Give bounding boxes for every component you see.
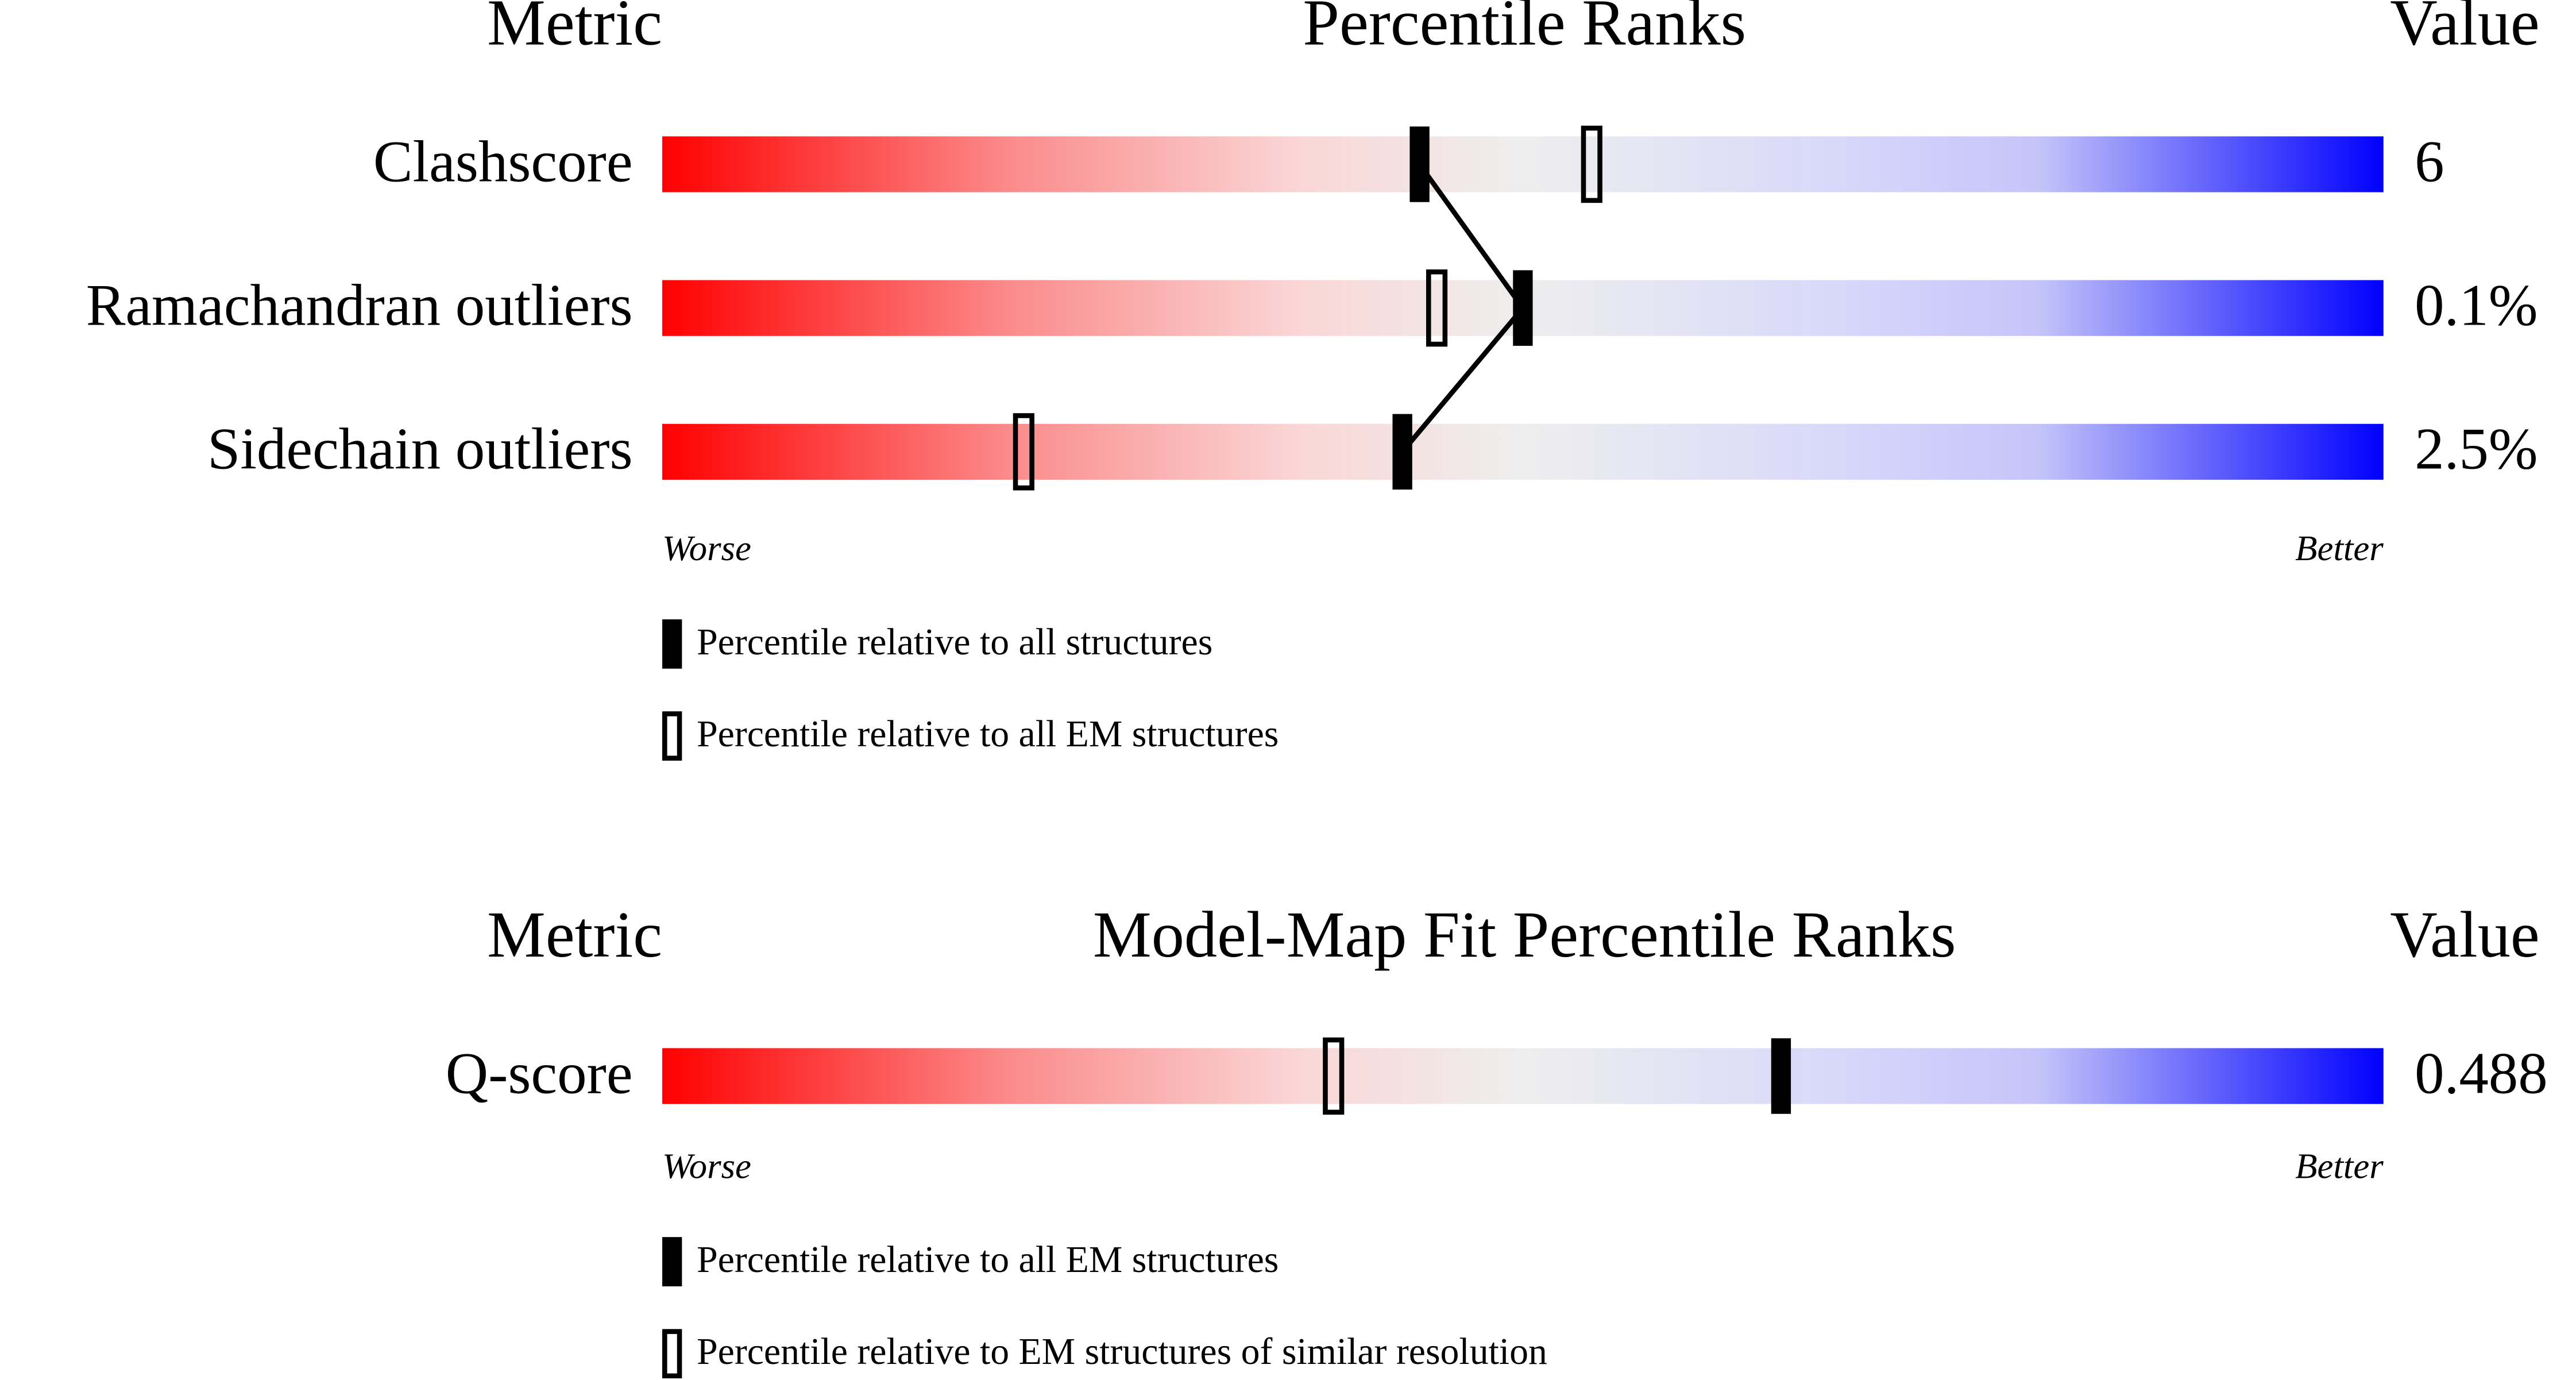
- percentile-marker-open: [1426, 269, 1448, 347]
- legend-label: Percentile relative to all EM structures: [697, 1239, 1279, 1281]
- percentile-marker-open: [1013, 413, 1034, 491]
- better-label: Better: [2295, 528, 2384, 568]
- legend-label: Percentile relative to all structures: [697, 621, 1212, 663]
- legend-label: Percentile relative to all EM structures: [697, 713, 1279, 755]
- percentile-marker-filled: [1409, 126, 1430, 202]
- legend-swatch-filled: [662, 619, 682, 669]
- percentile-marker-filled: [1513, 270, 1533, 346]
- metric-value: 2.5%: [2415, 417, 2538, 482]
- percentile-marker-open: [1323, 1037, 1345, 1115]
- metric-label: Clashscore: [373, 129, 633, 194]
- slider-bar: [662, 136, 2384, 192]
- legend-label: Percentile relative to EM structures of …: [697, 1331, 1547, 1373]
- metric-label: Q-score: [446, 1040, 633, 1106]
- metric-label: Sidechain outliers: [207, 417, 632, 482]
- percentile-marker-open: [1581, 125, 1602, 203]
- better-label: Better: [2295, 1146, 2384, 1186]
- legend-swatch-filled: [662, 1237, 682, 1287]
- metric-value: 0.488: [2415, 1040, 2548, 1106]
- legend-swatch-open: [662, 1329, 682, 1379]
- metric-header: Metric: [487, 0, 662, 59]
- metric-value: 6: [2415, 129, 2444, 194]
- metric-header: Metric: [487, 898, 662, 971]
- metric-label: Ramachandran outliers: [86, 273, 633, 338]
- legend-swatch-open: [662, 711, 682, 761]
- percentile-marker-filled: [1392, 414, 1412, 490]
- value-header: Value: [2390, 898, 2539, 971]
- percentile-marker-filled: [1771, 1038, 1791, 1114]
- worse-label: Worse: [662, 1146, 751, 1186]
- metric-value: 0.1%: [2415, 273, 2538, 338]
- value-header: Value: [2390, 0, 2539, 59]
- slider-bar: [662, 1048, 2384, 1104]
- chart-title: Percentile Ranks: [1303, 0, 1746, 59]
- chart-title: Model-Map Fit Percentile Ranks: [1093, 898, 1956, 971]
- worse-label: Worse: [662, 528, 751, 568]
- slider-bar: [662, 423, 2384, 480]
